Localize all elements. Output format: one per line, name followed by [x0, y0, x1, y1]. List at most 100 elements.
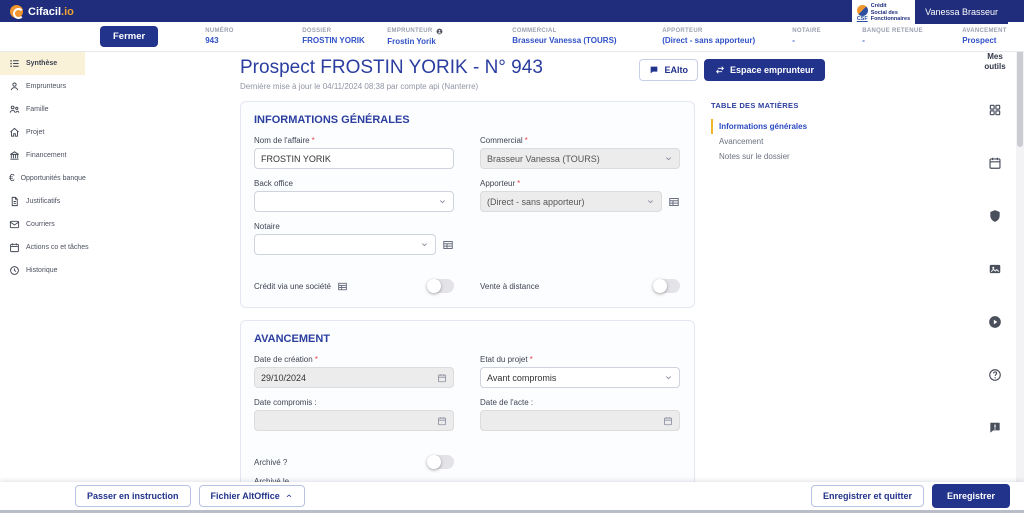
page-scrollbar[interactable] [1016, 25, 1024, 510]
sidebar-item-actions-taches[interactable]: Actions co et tâches [0, 236, 89, 259]
notaire-list-button[interactable] [442, 239, 454, 251]
scrollbar-thumb[interactable] [1017, 27, 1023, 147]
summary-avancement: AVANCEMENT Prospect [962, 27, 1007, 45]
help-icon [988, 368, 1002, 382]
user-menu[interactable]: Vanessa Brasseur [915, 0, 1008, 24]
date-acte-input[interactable] [487, 415, 659, 426]
mail-icon [9, 219, 20, 230]
page-title: Prospect FROSTIN YORIK - N° 943 [240, 57, 543, 78]
chevron-up-icon [285, 492, 293, 500]
calendar-icon[interactable] [663, 416, 673, 426]
sidebar-item-courriers[interactable]: Courriers [0, 213, 85, 236]
field-archive: Archivé ? [254, 455, 454, 469]
tools-title: Mes outils [984, 52, 1006, 71]
field-date-acte: Date de l'acte : [480, 398, 680, 431]
section-avancement: AVANCEMENT Date de création* Etat du pro… [240, 320, 695, 482]
csf-logo-icon [856, 4, 868, 16]
table-icon [668, 196, 680, 208]
calendar-icon[interactable] [437, 373, 447, 383]
commercial-select[interactable]: Brasseur Vanessa (TOURS) [480, 148, 680, 169]
brand-suffix: .io [61, 6, 74, 18]
swap-arrows-icon [715, 65, 725, 75]
sidebar-item-famille[interactable]: Famille [0, 98, 85, 121]
credit-societe-toggle[interactable] [427, 279, 454, 293]
section-title: INFORMATIONS GÉNÉRALES [254, 114, 410, 126]
chevron-down-icon [646, 197, 655, 206]
apps-tool-button[interactable] [988, 103, 1002, 117]
app-logo[interactable]: Cifacil.io [10, 2, 74, 20]
credit-societe-list-button[interactable] [337, 280, 349, 292]
main-content: Prospect FROSTIN YORIK - N° 943 Dernière… [240, 52, 825, 482]
sidebar-item-financement[interactable]: Financement [0, 144, 85, 167]
date-creation-input[interactable] [261, 372, 433, 383]
etat-projet-select[interactable]: Avant compromis [480, 367, 680, 388]
calendar-icon[interactable] [437, 416, 447, 426]
brand-name: Cifacil [28, 6, 62, 18]
home-icon [9, 127, 20, 138]
sidebar-item-historique[interactable]: Historique [0, 259, 85, 282]
enregistrer-button[interactable]: Enregistrer [931, 484, 1010, 508]
toc-item-notes-dossier[interactable]: Notes sur le dossier [719, 152, 790, 161]
shield-icon [988, 209, 1002, 223]
fichier-altoffice-button[interactable]: Fichier AltOffice [198, 485, 305, 507]
field-vente-distance: Vente à distance [480, 279, 680, 293]
toc-item-avancement[interactable]: Avancement [719, 137, 764, 146]
apporteur-list-button[interactable] [668, 196, 680, 208]
summary-numero: NUMÉRO 943 [205, 27, 234, 45]
field-commercial: Commercial * Brasseur Vanessa (TOURS) [480, 136, 680, 169]
nom-affaire-input[interactable] [261, 153, 447, 164]
chevron-down-icon [420, 240, 429, 249]
sidebar-item-justificatifs[interactable]: Justificatifs [0, 190, 85, 213]
summary-dossier: DOSSIER FROSTIN YORIK [302, 27, 365, 45]
section-informations-generales: INFORMATIONS GÉNÉRALES Nom de l'affaire *… [240, 101, 695, 308]
summary-emprunteur: EMPRUNTEUR Frostin Yorik [387, 28, 512, 46]
history-icon [9, 265, 20, 276]
video-tool-button[interactable] [988, 315, 1002, 329]
toc-item-informations-generales[interactable]: Informations générales [711, 119, 825, 134]
partner-logo: CSF Crédit Social des Fonctionnaires [851, 0, 916, 26]
field-archive-le: Archivé le [254, 477, 454, 482]
field-back-office: Back office [254, 179, 454, 212]
help-tool-button[interactable] [988, 368, 1002, 382]
summary-notaire: NOTAIRE - [792, 27, 821, 45]
document-icon [9, 196, 20, 207]
espace-emprunteur-button[interactable]: Espace emprunteur [703, 59, 825, 81]
field-notaire: Notaire [254, 222, 454, 255]
table-of-contents: TABLE DES MATIÈRES Informations générale… [711, 101, 825, 164]
image-icon [988, 262, 1002, 276]
chevron-down-icon [664, 154, 673, 163]
date-compromis-input[interactable] [261, 415, 433, 426]
feedback-tool-button[interactable] [988, 421, 1002, 435]
emprunteur-link[interactable]: Frostin Yorik [387, 36, 436, 46]
sidebar-nav: Synthèse Emprunteurs Famille Projet Fina… [0, 52, 89, 482]
euro-icon: € [9, 173, 15, 184]
ealto-button[interactable]: EAlto [639, 59, 698, 81]
sidebar-item-opportunites-banque[interactable]: € Opportunités banque [9, 173, 86, 184]
passer-instruction-button[interactable]: Passer en instruction [75, 485, 191, 507]
chat-icon [649, 65, 659, 75]
app-header: Cifacil.io [0, 0, 1024, 22]
field-date-creation: Date de création * [254, 355, 454, 388]
sidebar-item-emprunteurs[interactable]: Emprunteurs [0, 75, 85, 98]
media-tool-button[interactable] [988, 262, 1002, 276]
shield-tool-button[interactable] [988, 209, 1002, 223]
field-nom-affaire: Nom de l'affaire * [254, 136, 454, 169]
toc-title: TABLE DES MATIÈRES [711, 101, 799, 110]
apporteur-select[interactable]: (Direct - sans apporteur) [480, 191, 662, 212]
play-circle-icon [988, 315, 1002, 329]
dossier-summary-fields: NUMÉRO 943 DOSSIER FROSTIN YORIK EMPRUNT… [205, 28, 1024, 46]
enregistrer-quitter-button[interactable]: Enregistrer et quitter [810, 485, 924, 507]
notaire-select[interactable] [254, 234, 436, 255]
sidebar-item-projet[interactable]: Projet [0, 121, 85, 144]
back-office-select[interactable] [254, 191, 454, 212]
chevron-down-icon [438, 197, 447, 206]
archive-toggle[interactable] [427, 455, 454, 469]
vente-distance-toggle[interactable] [653, 279, 680, 293]
fermer-button[interactable]: Fermer [100, 26, 159, 47]
sidebar-item-synthese[interactable]: Synthèse [0, 52, 85, 75]
field-date-compromis: Date compromis : [254, 398, 454, 431]
cifacil-logo-icon [10, 4, 24, 19]
list-icon [9, 58, 20, 69]
calendar-tool-button[interactable] [988, 156, 1002, 170]
bank-icon [9, 150, 20, 161]
